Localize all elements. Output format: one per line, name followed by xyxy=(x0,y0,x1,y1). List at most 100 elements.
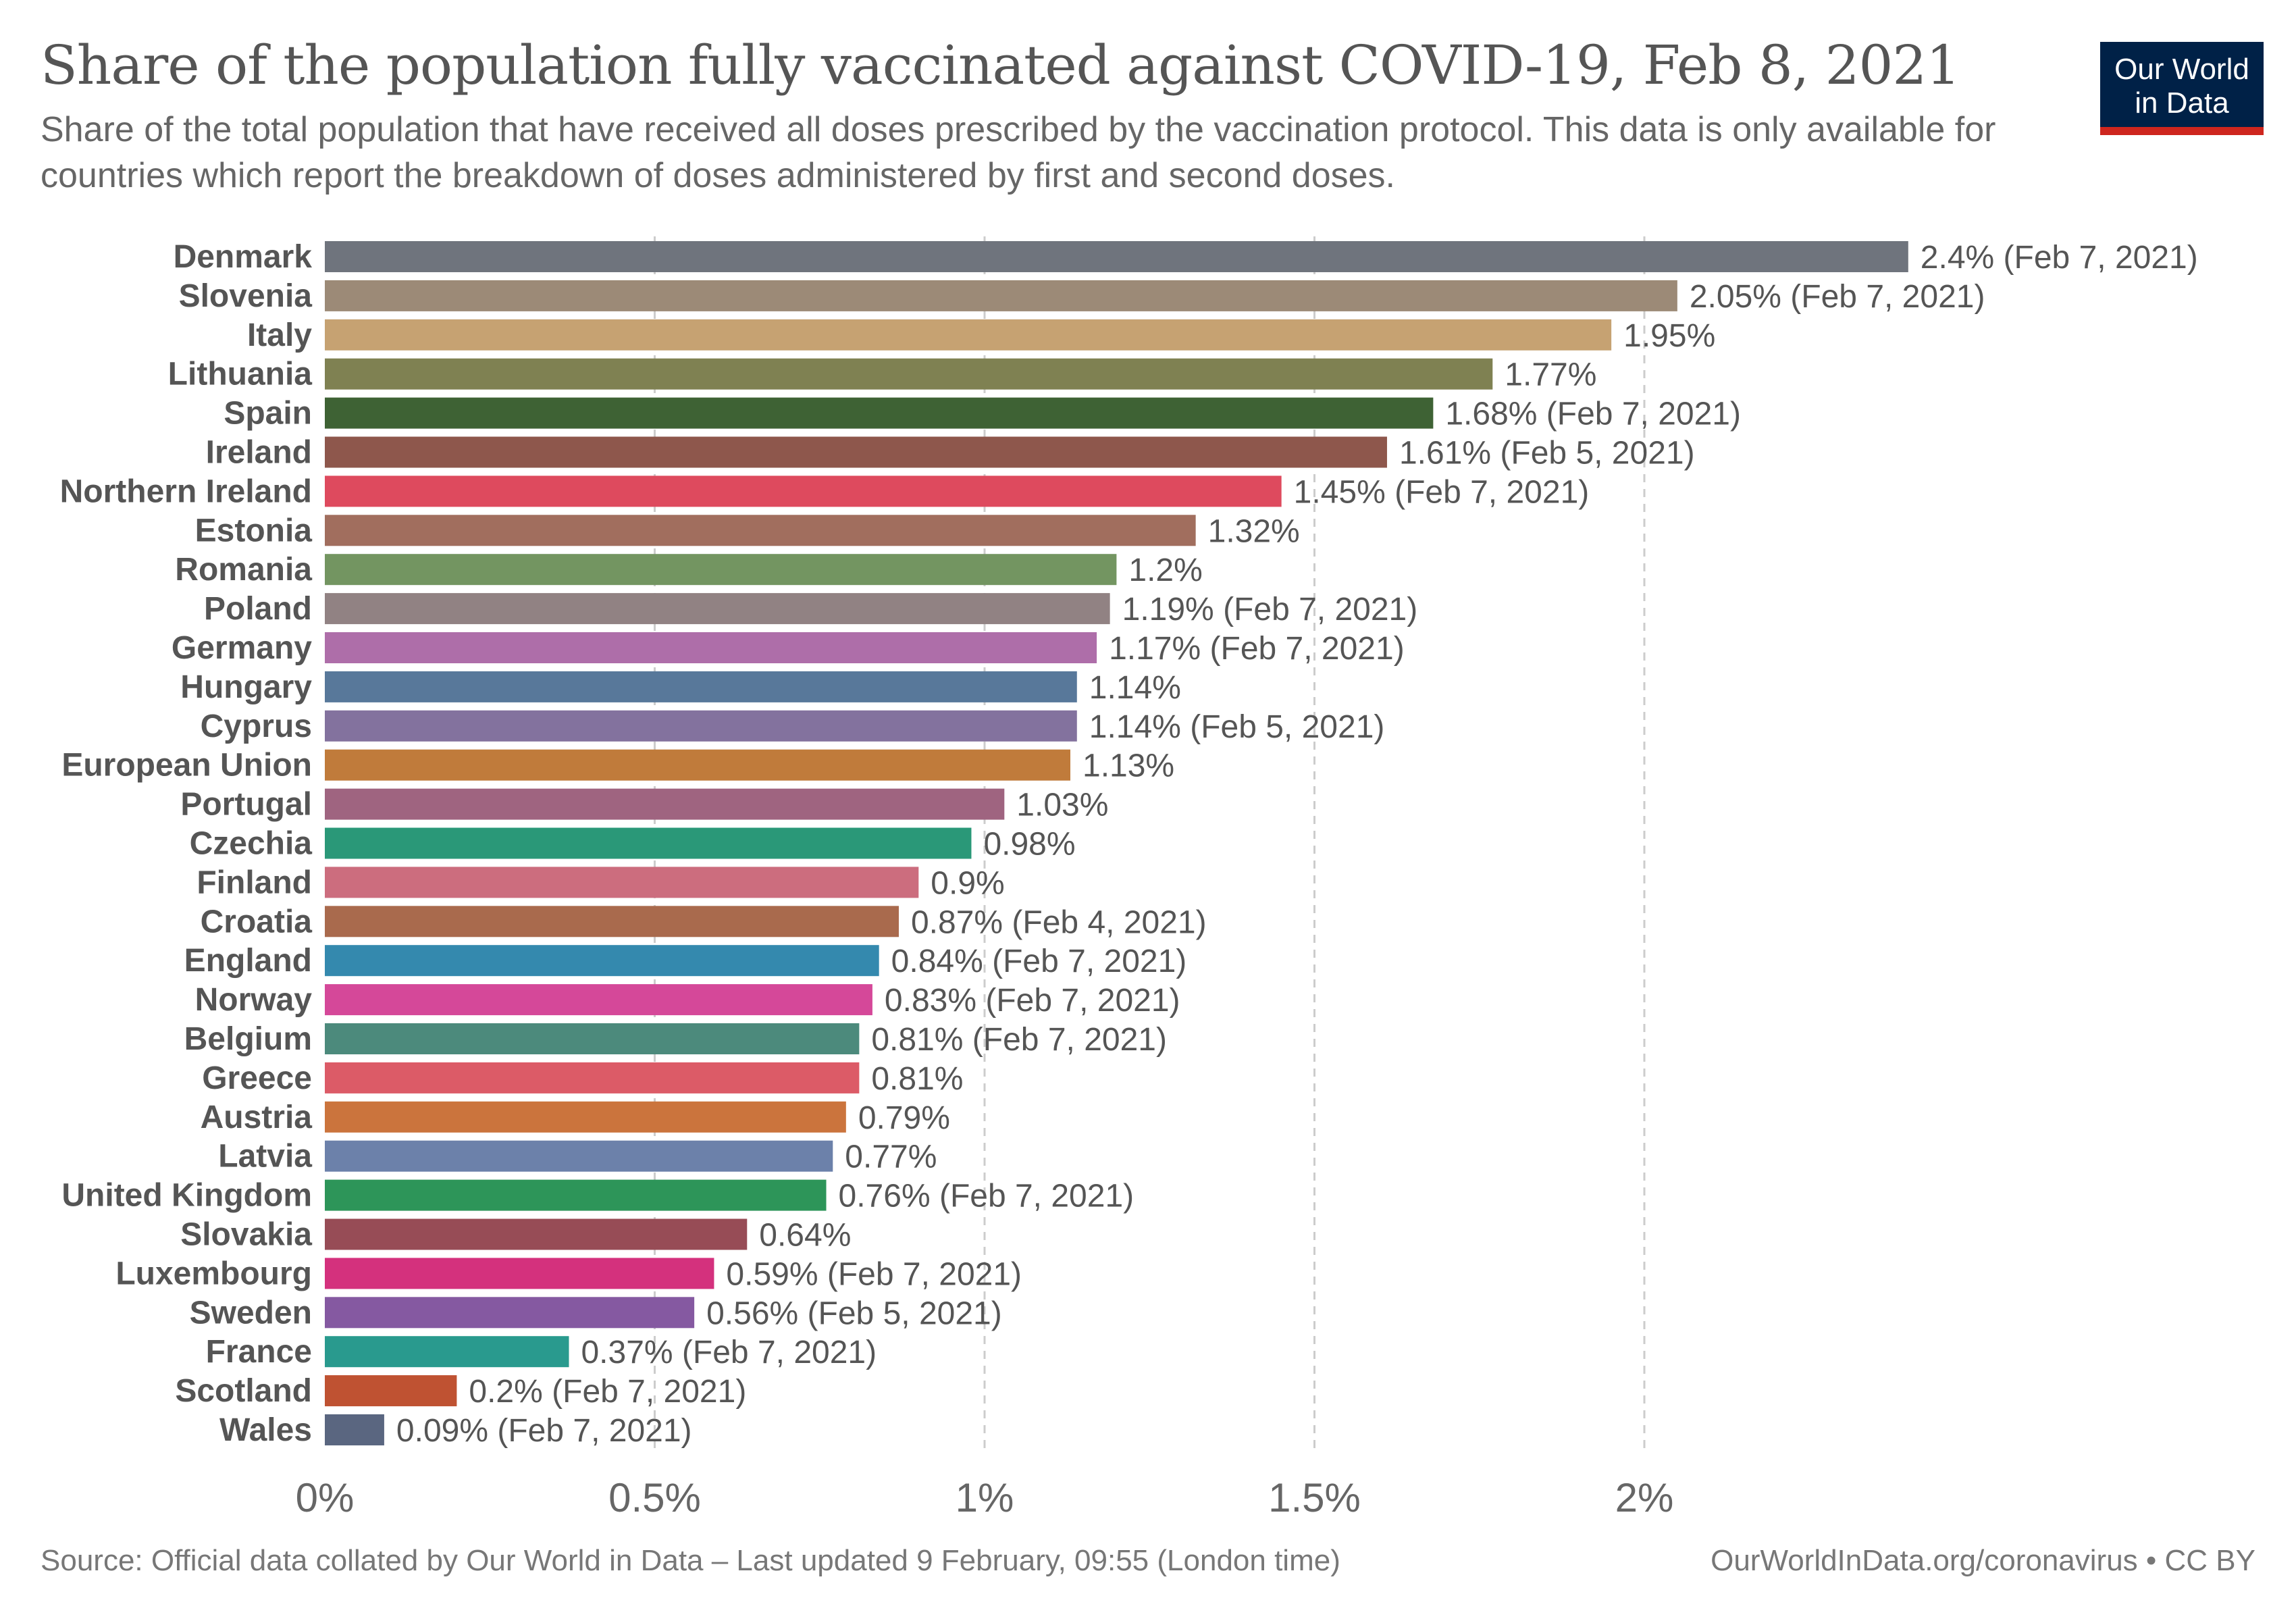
category-label: European Union xyxy=(61,748,312,783)
data-label: 1.77% xyxy=(1505,357,1596,393)
bar[interactable] xyxy=(325,554,1117,586)
bar[interactable] xyxy=(325,436,1387,468)
data-label: 0.59% (Feb 7, 2021) xyxy=(726,1256,1022,1292)
logo-line-1: Our World xyxy=(2114,53,2249,86)
footer-source: Source: Official data collated by Our Wo… xyxy=(41,1544,1340,1577)
x-tick-label: 1% xyxy=(956,1475,1014,1520)
category-label: Latvia xyxy=(218,1139,312,1175)
category-label: Slovakia xyxy=(180,1217,312,1253)
x-tick-label: 1.5% xyxy=(1268,1475,1361,1520)
data-label: 0.81% (Feb 7, 2021) xyxy=(871,1022,1167,1058)
bar[interactable] xyxy=(325,1218,748,1250)
chart-title: Share of the population fully vaccinated… xyxy=(41,34,1960,97)
bar[interactable] xyxy=(325,1375,457,1407)
category-label: Poland xyxy=(204,591,312,627)
bar[interactable] xyxy=(325,475,1282,507)
data-label: 0.56% (Feb 5, 2021) xyxy=(706,1295,1002,1331)
data-label: 0.9% xyxy=(931,865,1004,901)
data-label: 0.87% (Feb 4, 2021) xyxy=(911,904,1207,940)
bar[interactable] xyxy=(325,1140,833,1172)
bar[interactable] xyxy=(325,827,972,859)
category-label: Norway xyxy=(195,982,313,1018)
owid-logo[interactable]: Our World in Data xyxy=(2100,42,2264,135)
bar[interactable] xyxy=(325,788,1005,820)
bar[interactable] xyxy=(325,593,1110,625)
data-label: 1.95% xyxy=(1623,318,1715,354)
category-label: Austria xyxy=(201,1100,313,1135)
x-tick-label: 0% xyxy=(296,1475,355,1520)
logo-line-2: in Data xyxy=(2135,86,2229,120)
category-label: Greece xyxy=(202,1060,312,1096)
category-label: Lithuania xyxy=(168,357,313,392)
category-label: Czechia xyxy=(190,826,313,862)
bar[interactable] xyxy=(325,632,1097,663)
data-label: 1.14% xyxy=(1089,670,1181,706)
bar[interactable] xyxy=(325,710,1077,742)
bar[interactable] xyxy=(325,945,879,977)
data-label: 1.19% (Feb 7, 2021) xyxy=(1122,592,1418,627)
bars xyxy=(325,241,1908,1445)
data-label: 1.68% (Feb 7, 2021) xyxy=(1445,396,1741,432)
data-label: 0.64% xyxy=(759,1218,851,1254)
bar[interactable] xyxy=(325,1336,569,1368)
data-label: 2.4% (Feb 7, 2021) xyxy=(1921,240,2198,276)
data-label: 0.37% (Feb 7, 2021) xyxy=(581,1335,877,1370)
bar[interactable] xyxy=(325,1258,714,1289)
data-label: 1.32% xyxy=(1208,513,1300,549)
chart-subtitle: Share of the total population that have … xyxy=(41,110,1996,195)
category-label: Denmark xyxy=(174,239,313,275)
labels: Denmark 2.4% (Feb 7, 2021) Slovenia 2.05% (… xyxy=(60,239,2198,1449)
bar[interactable] xyxy=(325,358,1493,390)
bar[interactable] xyxy=(325,1101,846,1133)
x-tick-label: 2% xyxy=(1615,1475,1674,1520)
category-label: United Kingdom xyxy=(61,1178,312,1214)
bar[interactable] xyxy=(325,319,1612,351)
category-label: Luxembourg xyxy=(115,1256,312,1291)
data-label: 0.2% (Feb 7, 2021) xyxy=(469,1374,746,1410)
x-axis-ticks: 0% 0.5% 1% 1.5% 2% xyxy=(296,1475,1674,1520)
data-label: 0.84% (Feb 7, 2021) xyxy=(891,944,1187,979)
bar[interactable] xyxy=(325,906,899,937)
bar[interactable] xyxy=(325,1062,860,1093)
data-label: 1.2% xyxy=(1128,552,1202,588)
category-label: Cyprus xyxy=(201,709,312,744)
category-label: Scotland xyxy=(175,1373,312,1409)
bar[interactable] xyxy=(325,984,872,1016)
data-label: 0.76% (Feb 7, 2021) xyxy=(839,1179,1134,1214)
bar[interactable] xyxy=(325,867,919,898)
bar[interactable] xyxy=(325,241,1908,272)
category-label: Portugal xyxy=(180,787,312,823)
category-label: France xyxy=(206,1334,312,1370)
data-label: 2.05% (Feb 7, 2021) xyxy=(1690,279,1985,315)
data-label: 0.77% xyxy=(845,1139,937,1175)
category-label: Estonia xyxy=(195,513,313,548)
bar[interactable] xyxy=(325,397,1434,429)
category-label: Finland xyxy=(197,865,312,900)
data-label: 0.79% xyxy=(858,1100,950,1136)
category-label: Belgium xyxy=(184,1021,312,1057)
bar[interactable] xyxy=(325,1023,860,1054)
category-label: Romania xyxy=(175,552,312,588)
data-label: 1.13% xyxy=(1082,748,1174,784)
bar[interactable] xyxy=(325,1297,695,1329)
category-label: Italy xyxy=(247,317,312,353)
data-label: 1.61% (Feb 5, 2021) xyxy=(1399,436,1695,471)
footer-license[interactable]: OurWorldInData.org/coronavirus • CC BY xyxy=(1711,1544,2255,1577)
bar[interactable] xyxy=(325,1414,384,1445)
data-label: 0.81% xyxy=(871,1061,963,1097)
data-label: 0.98% xyxy=(983,827,1075,863)
bar[interactable] xyxy=(325,515,1196,546)
category-label: Ireland xyxy=(206,435,312,471)
category-label: Hungary xyxy=(180,669,312,705)
bar[interactable] xyxy=(325,280,1677,311)
category-label: Sweden xyxy=(190,1295,312,1331)
category-label: Germany xyxy=(172,630,312,666)
category-label: Spain xyxy=(224,396,312,432)
x-tick-label: 0.5% xyxy=(608,1475,701,1520)
bar[interactable] xyxy=(325,749,1071,781)
bar[interactable] xyxy=(325,1179,827,1211)
bar[interactable] xyxy=(325,671,1077,702)
data-label: 1.14% (Feb 5, 2021) xyxy=(1089,709,1385,745)
category-label: Northern Ireland xyxy=(60,473,312,509)
